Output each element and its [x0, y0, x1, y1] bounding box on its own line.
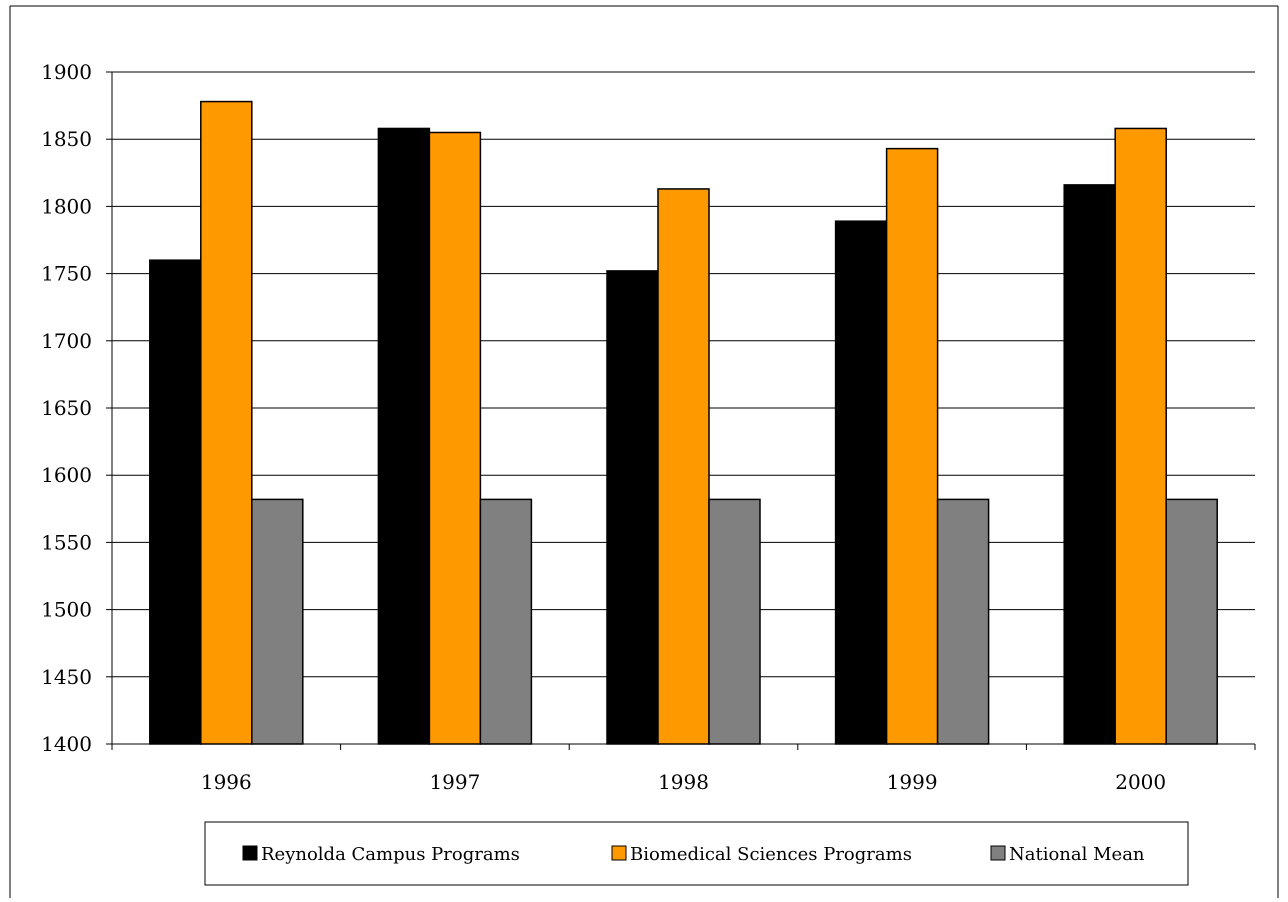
- y-tick-label: 1600: [41, 463, 92, 487]
- bar-national-mean-2000: [1165, 498, 1218, 745]
- y-tick-label: 1850: [41, 127, 92, 151]
- y-tick-label: 1750: [41, 262, 92, 286]
- y-tick-label: 1900: [41, 60, 92, 84]
- legend: Reynolda Campus Programs Biomedical Scien…: [204, 821, 1189, 886]
- bar-national-mean-1998: [708, 498, 761, 745]
- legend-swatch: [990, 845, 1006, 861]
- x-tick-label: 1996: [201, 770, 252, 794]
- bar-biomedical-sciences-programs-1997: [428, 131, 482, 745]
- y-tick-label: 1650: [41, 396, 92, 420]
- x-tick-label: 1997: [429, 770, 480, 794]
- bar-biomedical-sciences-programs-1998: [657, 188, 710, 745]
- y-tick-label: 1500: [41, 598, 92, 622]
- chart-frame: [9, 5, 1279, 898]
- y-tick-label: 1800: [41, 194, 92, 218]
- axes: [106, 71, 1256, 750]
- bar-biomedical-sciences-programs-2000: [1114, 127, 1167, 745]
- legend-box: [204, 821, 1189, 886]
- x-tick-label: 1998: [658, 770, 709, 794]
- legend-label: Reynolda Campus Programs: [261, 844, 520, 865]
- x-tick-labels: 1996 1997 1998 1999 2000: [201, 770, 1166, 794]
- x-tick-label: 2000: [1115, 770, 1166, 794]
- bar-reynolda-campus-programs-1997: [377, 127, 431, 745]
- y-tick-label: 1550: [41, 530, 92, 554]
- bar-reynolda-campus-programs-2000: [1063, 184, 1116, 745]
- bar-biomedical-sciences-programs-1996: [200, 100, 253, 745]
- bar-biomedical-sciences-programs-1999: [885, 147, 939, 745]
- bar-national-mean-1999: [936, 498, 990, 745]
- legend-swatch: [611, 845, 627, 861]
- y-tick-label: 1450: [41, 665, 92, 689]
- bar-reynolda-campus-programs-1999: [834, 220, 888, 745]
- legend-swatch: [242, 845, 258, 861]
- y-tick-label: 1400: [41, 732, 92, 756]
- legend-label: National Mean: [1009, 844, 1145, 865]
- bar-reynolda-campus-programs-1998: [606, 270, 659, 745]
- bar-reynolda-campus-programs-1996: [149, 259, 202, 745]
- y-tick-labels: 1400 1450 1500 1550 1600 1650 1700 1750 1800 1850…: [41, 60, 92, 756]
- x-tick-label: 1999: [887, 770, 938, 794]
- y-tick-label: 1700: [41, 329, 92, 353]
- legend-label: Biomedical Sciences Programs: [630, 844, 912, 865]
- bars: [149, 100, 1218, 745]
- bar-national-mean-1996: [251, 498, 304, 745]
- bar-national-mean-1997: [479, 498, 533, 745]
